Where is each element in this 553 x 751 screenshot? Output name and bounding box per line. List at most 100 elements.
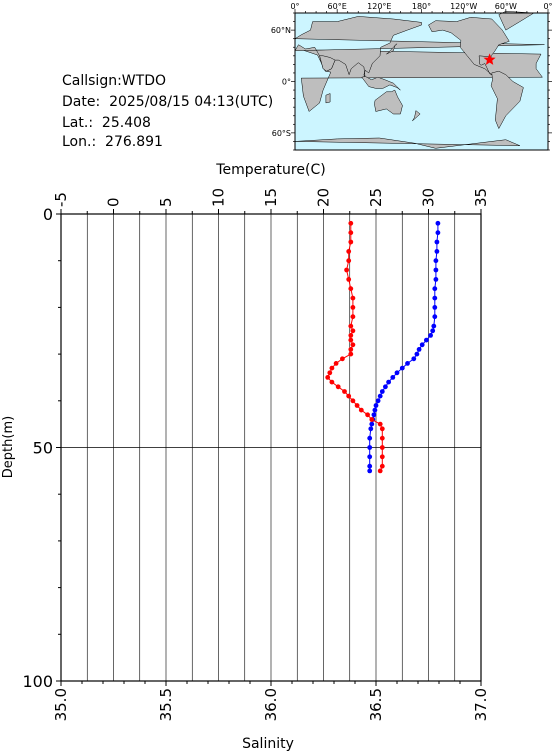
temperature-tick-label: 25 (367, 188, 385, 207)
temperature-data-point (432, 295, 438, 301)
salinity-data-point (346, 249, 352, 254)
temperature-data-point (430, 328, 436, 334)
temperature-data-point (435, 220, 441, 226)
temperature-data-point (375, 398, 381, 404)
salinity-data-point (350, 398, 356, 404)
temperature-data-point (372, 407, 378, 413)
temperature-profile-line (369, 223, 439, 471)
salinity-data-point (358, 407, 364, 413)
salinity-data-point (335, 384, 341, 390)
location-map: 0° 60°E 120°E 180° 120°W 60°W 0° 60°N 0° 60°S (271, 2, 553, 151)
salinity-profile-line (327, 223, 383, 472)
lat-label: Lat.: 25.408 (62, 115, 151, 131)
temperature-tick-label: -5 (52, 192, 70, 207)
salinity-data-point (346, 277, 352, 282)
salinity-data-point (379, 454, 385, 460)
map-lon-label: 60°W (495, 2, 517, 11)
salinity-data-point (354, 403, 360, 408)
temperature-data-point (367, 435, 373, 441)
temperature-data-point (432, 286, 438, 292)
salinity-data-point (348, 230, 354, 236)
map-land-new-zealand (412, 110, 421, 122)
depth-tick-label: 50 (33, 439, 53, 458)
map-lon-label: 0° (290, 2, 299, 11)
salinity-tick-label: 36.5 (367, 688, 385, 721)
salinity-tick-label: 35.5 (157, 688, 175, 721)
map-land-australia (374, 89, 403, 115)
salinity-data-point (350, 314, 356, 320)
salinity-data-point (346, 258, 352, 264)
salinity-data-point (350, 328, 356, 334)
map-land-indonesia (361, 76, 401, 91)
map-lon-label: 0° (543, 2, 552, 11)
temperature-data-point (383, 384, 388, 390)
salinity-data-point (369, 417, 375, 422)
salinity-data-point (348, 337, 354, 343)
map-lon-label: 60°E (328, 2, 347, 11)
temperature-data-point (394, 370, 400, 376)
depth-tick-label: 0 (43, 205, 53, 224)
map-lat-label: 0° (282, 78, 291, 87)
temperature-tick-label: 35 (472, 188, 490, 207)
salinity-data-point (379, 435, 385, 441)
depth-axis-title: Depth(m) (1, 416, 16, 478)
temperature-data-point (419, 342, 425, 348)
salinity-data-point (379, 463, 385, 469)
temperature-tick-label: 10 (210, 188, 228, 207)
temperature-data-point (377, 393, 383, 399)
temperature-data-point (416, 347, 422, 352)
salinity-tick-label: 37.0 (472, 688, 490, 721)
salinity-tick-label: 35.0 (52, 688, 70, 721)
temperature-data-point (432, 314, 438, 320)
temperature-data-point (373, 403, 379, 408)
salinity-data-point (379, 445, 385, 450)
temperature-data-point (433, 258, 439, 264)
temperature-data-point (433, 277, 439, 282)
temperature-data-point (399, 365, 405, 371)
callsign-label: Callsign:WTDO (62, 73, 166, 89)
map-lon-label: 180° (412, 2, 431, 11)
map-land-japan (386, 43, 398, 55)
temperature-data-point (370, 417, 376, 422)
temperature-data-point (434, 249, 440, 254)
salinity-data-point (365, 412, 370, 418)
location-star-marker (483, 53, 496, 65)
salinity-data-point (333, 361, 339, 366)
map-land-north-america (428, 17, 510, 75)
salinity-data-point (348, 220, 354, 226)
salinity-data-point (348, 323, 354, 329)
temperature-tick-label: 30 (420, 188, 438, 207)
salinity-data-point (342, 389, 347, 394)
temperature-data-point (424, 337, 429, 343)
depth-tick-label: 100 (22, 672, 53, 691)
temperature-data-point (379, 389, 385, 394)
temperature-data-point (371, 412, 377, 418)
temperature-axis-title: Temperature(C) (215, 162, 325, 178)
salinity-data-point (325, 375, 331, 380)
temperature-data-point (431, 323, 437, 329)
salinity-data-point (348, 351, 354, 357)
date-label: Date: 2025/08/15 04:13(UTC) (62, 94, 274, 110)
temperature-tick-label: 15 (262, 188, 280, 207)
temperature-data-point (433, 267, 439, 273)
temperature-data-point (369, 421, 375, 427)
temperature-data-point (368, 426, 374, 432)
temperature-data-point (390, 375, 396, 380)
temperature-data-point (367, 463, 373, 469)
salinity-data-point (350, 295, 356, 301)
temperature-data-point (367, 454, 373, 460)
salinity-data-point (379, 426, 385, 432)
salinity-data-point (340, 356, 345, 362)
map-lon-label: 120°E (367, 2, 391, 11)
salinity-data-point (377, 421, 383, 427)
salinity-tick-label: 36.0 (262, 688, 280, 721)
salinity-data-point (350, 305, 356, 310)
map-land-south-america (490, 70, 524, 130)
salinity-data-point (329, 379, 335, 385)
temperature-data-point (435, 230, 441, 236)
temperature-tick-label: 20 (315, 188, 333, 207)
temperature-data-point (434, 239, 440, 245)
temperature-data-point (432, 305, 438, 310)
salinity-data-point (348, 286, 354, 292)
temperature-data-point (367, 468, 373, 474)
